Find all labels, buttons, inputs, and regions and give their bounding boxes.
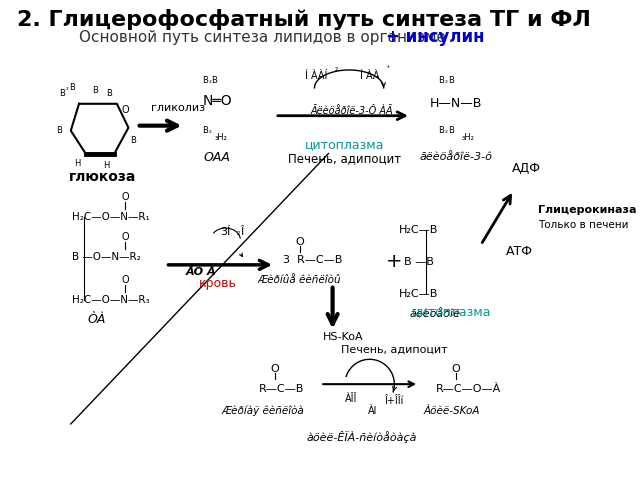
Text: Àl: Àl xyxy=(368,406,378,416)
Text: O: O xyxy=(122,192,129,202)
Text: B: B xyxy=(60,89,65,98)
Text: Основной путь синтеза липидов в организме: Основной путь синтеза липидов в организм… xyxy=(79,30,446,45)
Text: кровь: кровь xyxy=(198,277,236,290)
Text: Только в печени: Только в печени xyxy=(538,220,629,230)
Text: + инсулин: + инсулин xyxy=(387,28,484,46)
Text: Àöèë-SKoA: Àöèë-SKoA xyxy=(424,406,480,416)
Text: O: O xyxy=(452,364,460,374)
Text: ÅÒ Å: ÅÒ Å xyxy=(186,267,216,277)
Text: O: O xyxy=(271,364,279,374)
Text: глюкоза: глюкоза xyxy=(68,170,136,184)
Text: ₂: ₂ xyxy=(209,78,211,84)
Text: O: O xyxy=(122,105,129,115)
Text: ãëèöåðîë-3-ô: ãëèöåðîë-3-ô xyxy=(420,153,493,163)
Text: Î+ÎÎí: Î+ÎÎí xyxy=(385,396,404,406)
Text: гликолиз: гликолиз xyxy=(152,103,205,113)
Text: B: B xyxy=(448,126,454,135)
Text: B: B xyxy=(211,76,217,85)
Text: Í ÀÀÍ: Í ÀÀÍ xyxy=(305,71,327,81)
Text: H: H xyxy=(103,161,109,170)
Text: B —B: B —B xyxy=(404,257,434,267)
Text: àöèë-ÊÏÀ-ñèíòåòàçà: àöèë-ÊÏÀ-ñèíòåòàçà xyxy=(306,431,417,443)
Text: ÀÎÎ: ÀÎÎ xyxy=(346,394,358,404)
Text: B: B xyxy=(438,126,444,135)
Text: B: B xyxy=(106,89,111,98)
Text: B: B xyxy=(438,76,444,85)
Text: H₂C—O—N—R₁: H₂C—O—N—R₁ xyxy=(72,212,149,222)
Text: Î: Î xyxy=(241,227,244,237)
Text: цитоплазма: цитоплазма xyxy=(305,138,385,151)
Text: B: B xyxy=(131,136,136,145)
Text: B: B xyxy=(448,76,454,85)
Text: ₂: ₂ xyxy=(236,228,239,237)
Text: O: O xyxy=(122,232,129,242)
Text: Печень, адипоцит: Печень, адипоцит xyxy=(289,152,401,165)
Text: цитоплазма: цитоплазма xyxy=(412,305,492,318)
Text: Ãëèöåðîë-3-Ô ÀÃ: Ãëèöåðîë-3-Ô ÀÃ xyxy=(310,106,393,116)
Text: B: B xyxy=(56,126,62,135)
Text: R—C—B: R—C—B xyxy=(259,384,304,394)
Text: H₂C—B: H₂C—B xyxy=(399,288,439,299)
Text: ОАА: ОАА xyxy=(204,151,231,164)
Text: Í ÀÀ: Í ÀÀ xyxy=(360,71,380,81)
Text: ₂: ₂ xyxy=(445,78,447,84)
Text: B: B xyxy=(202,76,208,85)
Text: 3Í: 3Í xyxy=(220,227,230,237)
Text: B: B xyxy=(202,126,208,135)
Text: H₂C—O—N—R₃: H₂C—O—N—R₃ xyxy=(72,295,149,305)
Text: 2. Глицерофосфатный путь синтеза ТГ и ФЛ: 2. Глицерофосфатный путь синтеза ТГ и ФЛ xyxy=(17,9,591,30)
Text: АДФ: АДФ xyxy=(511,162,541,175)
Text: H: H xyxy=(74,159,81,168)
Text: Печень, адипоцит: Печень, адипоцит xyxy=(341,344,447,354)
Text: ₂: ₂ xyxy=(209,128,211,133)
Text: B —O—N—R₂: B —O—N—R₂ xyxy=(72,252,140,262)
Text: O: O xyxy=(122,275,129,285)
Text: B: B xyxy=(70,84,76,92)
Text: H—N—B: H—N—B xyxy=(430,97,483,110)
Text: Глицерокиназа: Глицерокиназа xyxy=(538,205,637,215)
Text: ₃H₂: ₃H₂ xyxy=(215,133,228,142)
Text: H₂C—B: H₂C—B xyxy=(399,225,439,235)
Text: HS-KoA: HS-KoA xyxy=(323,333,364,342)
Text: +: + xyxy=(386,252,403,271)
Text: B: B xyxy=(93,86,99,96)
Text: Æèðíûå êèñëîòû: Æèðíûå êèñëîòû xyxy=(258,275,342,285)
Text: R—C—O—À: R—C—O—À xyxy=(435,384,500,394)
Text: ãëèöåðîë: ãëèöåðîë xyxy=(410,309,461,319)
Text: ₃H₂: ₃H₂ xyxy=(462,133,475,142)
Text: ÒÀ: ÒÀ xyxy=(87,313,106,326)
Text: ₂: ₂ xyxy=(445,128,447,133)
Text: АТФ: АТФ xyxy=(506,245,533,258)
Text: N═O: N═O xyxy=(202,94,232,108)
Text: ₂: ₂ xyxy=(335,64,339,73)
Text: ⁺: ⁺ xyxy=(385,64,390,73)
Text: 3  R—C—B: 3 R—C—B xyxy=(283,255,342,265)
Text: ₂: ₂ xyxy=(66,85,69,91)
Text: Æèðíàÿ êèñëîòà: Æèðíàÿ êèñëîòà xyxy=(221,406,304,416)
Text: O: O xyxy=(295,237,304,247)
